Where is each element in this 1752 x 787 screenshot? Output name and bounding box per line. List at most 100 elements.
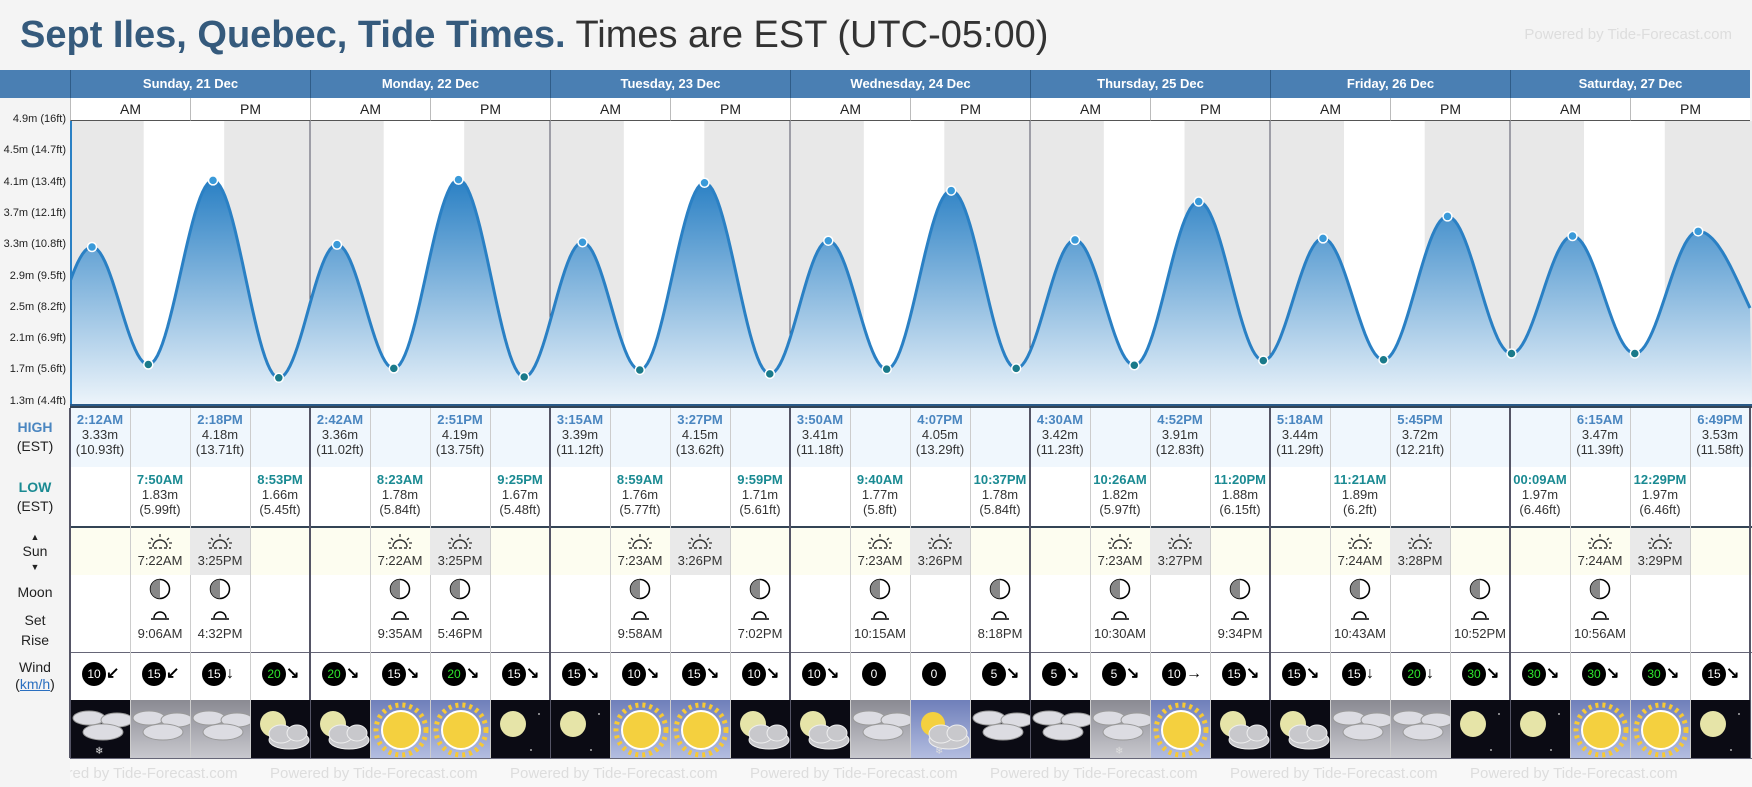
tide-height-m: 3.91m — [1161, 427, 1199, 442]
tide-height-ft: (12.21ft) — [1395, 442, 1445, 457]
low-tide-cell: 7:50AM 1.83m (5.99ft) — [130, 472, 190, 517]
sun-weather-icon — [1631, 700, 1690, 758]
high-tide-cell: 3:15AM 3.39m (11.12ft) — [550, 412, 610, 457]
day-header: Saturday, 27 Dec — [1510, 70, 1750, 98]
wind-direction-icon: ↘ — [706, 665, 720, 682]
tide-time: 2:42AM — [316, 412, 364, 427]
wind-indicator: 0 — [922, 662, 968, 696]
wind-indicator: 30 ↘ — [1462, 662, 1508, 696]
tide-height-m: 1.89m — [1341, 487, 1379, 502]
moon-weather-icon — [491, 700, 550, 758]
tz-label: (EST) — [16, 438, 54, 454]
moonrise-icon — [1330, 607, 1390, 626]
moonset-cell: 4:32PM — [190, 578, 250, 641]
wind-speed: 10 — [1162, 662, 1186, 686]
tide-height-m: 1.78m — [381, 487, 419, 502]
moon-phase-icon — [430, 578, 490, 603]
wind-speed: 0 — [862, 662, 886, 686]
moonrise-cell: 10:43AM — [1330, 578, 1390, 641]
low-tide-point — [1010, 363, 1022, 374]
wind-direction-icon: ↓ — [1366, 665, 1374, 682]
high-tide-point — [823, 235, 834, 246]
wind-indicator: 15 ↘ — [382, 662, 428, 696]
tide-height-ft: (11.02ft) — [316, 442, 364, 457]
column-divider — [549, 408, 551, 758]
moonrise-icon — [370, 607, 430, 626]
sunrise-cell: 7:24AM — [1330, 528, 1390, 575]
column-divider — [850, 408, 851, 758]
wind-speed: 20 — [262, 662, 286, 686]
ampm-label: AM — [790, 98, 910, 121]
day-header: Monday, 22 Dec — [310, 70, 550, 98]
low-tide-cell: 00:09AM 1.97m (6.46ft) — [1510, 472, 1570, 517]
sunset-cell: 3:26PM — [910, 528, 970, 575]
y-axis-label: 4.9m (16ft) — [12, 113, 66, 125]
column-divider — [610, 408, 611, 758]
low-tide-cell: 9:25PM 1.67m (5.48ft) — [490, 472, 550, 517]
timezone-label: Times are EST (UTC-05:00) — [575, 14, 1049, 56]
tide-height-ft: (5.84ft) — [379, 502, 421, 517]
high-tide-cell: 3:50AM 3.41m (11.18ft) — [790, 412, 850, 457]
column-divider — [309, 408, 311, 758]
tide-height-m: 3.47m — [1581, 427, 1619, 442]
day-header: Tuesday, 23 Dec — [550, 70, 790, 98]
sunset-icon — [670, 533, 730, 553]
powered-by-watermark: Powered by Tide-Forecast.com — [1230, 765, 1438, 782]
tide-height-m: 1.83m — [141, 487, 179, 502]
wind-direction-icon: ↘ — [646, 665, 660, 682]
column-divider — [490, 408, 491, 758]
moonset-icon — [430, 607, 490, 626]
sunrise-cell: 7:22AM — [130, 528, 190, 575]
column-divider — [1450, 408, 1451, 758]
wind-direction-icon: ↘ — [406, 665, 420, 682]
low-tide-point — [1629, 348, 1641, 359]
tide-height-m: 1.77m — [861, 487, 899, 502]
moon-cloud-weather-icon — [731, 700, 790, 758]
tide-time: 9:25PM — [497, 472, 543, 487]
low-tide-cell: 9:59PM 1.71m (5.61ft) — [730, 472, 790, 517]
location-title: Sept Iles, Quebec, Tide Times. — [20, 14, 566, 56]
wind-speed: 30 — [1522, 662, 1546, 686]
tide-time: 9:59PM — [737, 472, 783, 487]
moonrise-cell: 10:15AM — [850, 578, 910, 641]
high-tide-point — [1442, 211, 1453, 222]
low-tide-cell: 11:21AM 1.89m (6.2ft) — [1330, 472, 1390, 517]
powered-by-watermark: Powered by Tide-Forecast.com — [70, 765, 238, 782]
day-header: Friday, 26 Dec — [1270, 70, 1510, 98]
divider — [0, 758, 1752, 759]
moonrise-cell: 9:06AM — [130, 578, 190, 641]
tide-height-ft: (11.58ft) — [1696, 442, 1744, 457]
wind-indicator: 15 ↘ — [562, 662, 608, 696]
tide-height-m: 1.76m — [621, 487, 659, 502]
tide-height-ft: (13.71ft) — [195, 442, 245, 457]
tide-area — [70, 179, 1752, 406]
moonrise-time: 9:06AM — [137, 626, 183, 641]
y-axis-label: 4.5m (14.7ft) — [3, 144, 66, 157]
wind-speed: 5 — [1042, 662, 1066, 686]
moonrise-time: 10:30AM — [1093, 626, 1147, 641]
moonset-cell: 5:46PM — [430, 578, 490, 641]
moonset-cell: 10:52PM — [1450, 578, 1510, 641]
tide-height-ft: (12.83ft) — [1155, 442, 1205, 457]
high-tide-point — [1692, 226, 1704, 237]
moon-phase-icon — [610, 578, 670, 603]
tide-time: 6:49PM — [1697, 412, 1743, 427]
sunset-cell: 3:28PM — [1390, 528, 1450, 575]
header-corner — [0, 70, 70, 98]
high-tide-point — [1069, 234, 1081, 246]
tide-time: 8:53PM — [257, 472, 303, 487]
low-tide-point — [518, 371, 530, 383]
overcast-weather-icon — [131, 700, 190, 758]
powered-by-watermark: Powered by Tide-Forecast.com — [750, 765, 958, 782]
tide-time: 00:09AM — [1513, 472, 1567, 487]
wind-unit-link[interactable]: km/h — [19, 676, 51, 692]
sun-weather-icon — [431, 700, 490, 758]
column-divider — [1749, 408, 1751, 758]
high-tide-point — [207, 175, 219, 186]
svg-text:❄: ❄ — [1115, 746, 1123, 757]
moonset-label: Set — [24, 612, 46, 628]
sunset-cell: 3:26PM — [670, 528, 730, 575]
sunrise-time: 7:23AM — [1097, 553, 1143, 568]
wind-indicator: 10 ↘ — [802, 662, 848, 696]
tide-height-m: 3.42m — [1041, 427, 1079, 442]
